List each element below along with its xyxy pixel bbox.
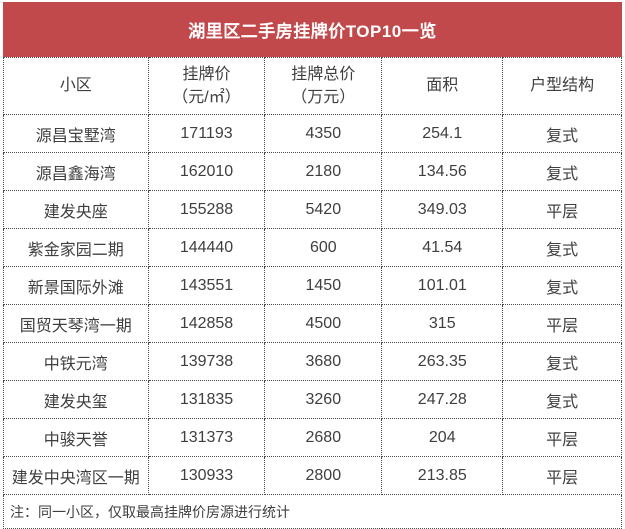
- cell-area: 349.03: [381, 190, 504, 229]
- listing-price-card: 湖里区二手房挂牌价TOP10一览 小区 挂牌价 （元/㎡） 挂牌总价: [3, 2, 622, 529]
- col-header-total-price: 挂牌总价 （万元）: [264, 57, 383, 115]
- cell-unit-price: 139738: [147, 342, 266, 381]
- cell-unit-price: 144440: [147, 228, 266, 267]
- table-row: 国贸天琴湾一期 142858 4500 315 平层: [3, 304, 622, 343]
- cell-area: 315: [381, 304, 504, 343]
- col-header-total-price-label: 挂牌总价: [291, 65, 356, 83]
- table-row: 建发央座 155288 5420 349.03 平层: [3, 190, 622, 229]
- table-row: 中骏天誉 131373 2680 204 平层: [3, 418, 622, 457]
- cell-area: 41.54: [381, 228, 504, 267]
- cell-layout: 平层: [502, 418, 622, 457]
- table-row: 紫金家园二期 144440 600 41.54 复式: [3, 228, 622, 267]
- col-header-community-label: 小区: [59, 77, 92, 95]
- cell-unit-price: 171193: [147, 114, 266, 153]
- table-title: 湖里区二手房挂牌价TOP10一览: [188, 22, 437, 41]
- cell-community: 源昌鑫海湾: [3, 152, 149, 191]
- cell-layout: 平层: [502, 304, 622, 343]
- cell-community: 国贸天琴湾一期: [3, 304, 149, 343]
- cell-community: 源昌宝墅湾: [3, 114, 149, 153]
- cell-unit-price: 142858: [147, 304, 266, 343]
- cell-community: 中骏天誉: [3, 418, 149, 457]
- cell-layout: 复式: [502, 266, 622, 305]
- cell-unit-price: 143551: [147, 266, 266, 305]
- cell-area: 247.28: [381, 380, 504, 419]
- cell-layout: 复式: [502, 380, 622, 419]
- col-header-unit-price-label: 挂牌价: [182, 65, 231, 83]
- cell-total-price: 2800: [264, 456, 383, 495]
- col-header-total-price-unit: （万元）: [291, 89, 356, 106]
- cell-total-price: 1450: [264, 266, 383, 305]
- cell-layout: 平层: [502, 456, 622, 495]
- col-header-community: 小区: [3, 57, 149, 115]
- cell-unit-price: 155288: [147, 190, 266, 229]
- cell-area: 204: [381, 418, 504, 457]
- table-row: 源昌宝墅湾 171193 4350 254.1 复式: [3, 114, 622, 153]
- cell-layout: 复式: [502, 152, 622, 191]
- header-row: 小区 挂牌价 （元/㎡） 挂牌总价 （万元） 面积 户型结构: [3, 57, 622, 115]
- cell-community: 新景国际外滩: [3, 266, 149, 305]
- cell-layout: 复式: [502, 228, 622, 267]
- price-table: 小区 挂牌价 （元/㎡） 挂牌总价 （万元） 面积 户型结构: [3, 57, 622, 529]
- table-row: 源昌鑫海湾 162010 2180 134.56 复式: [3, 152, 622, 191]
- cell-total-price: 2680: [264, 418, 383, 457]
- cell-area: 263.35: [381, 342, 504, 381]
- cell-area: 254.1: [381, 114, 504, 153]
- table-row: 新景国际外滩 143551 1450 101.01 复式: [3, 266, 622, 305]
- cell-layout: 复式: [502, 342, 622, 381]
- note-row: 注：同一小区，仅取最高挂牌价房源进行统计: [3, 494, 622, 529]
- cell-unit-price: 131835: [147, 380, 266, 419]
- table-title-bar: 湖里区二手房挂牌价TOP10一览: [3, 2, 622, 57]
- cell-total-price: 4500: [264, 304, 383, 343]
- cell-community: 建发中央湾区一期: [3, 456, 149, 495]
- table-row: 建发央玺 131835 3260 247.28 复式: [3, 380, 622, 419]
- cell-total-price: 3680: [264, 342, 383, 381]
- col-header-layout-label: 户型结构: [530, 77, 595, 95]
- cell-community: 建发央座: [3, 190, 149, 229]
- col-header-area-label: 面积: [426, 77, 459, 95]
- cell-unit-price: 130933: [147, 456, 266, 495]
- col-header-layout: 户型结构: [502, 57, 622, 115]
- cell-total-price: 600: [264, 228, 383, 267]
- col-header-area: 面积: [381, 57, 504, 115]
- cell-community: 紫金家园二期: [3, 228, 149, 267]
- cell-layout: 平层: [502, 190, 622, 229]
- cell-total-price: 4350: [264, 114, 383, 153]
- cell-layout: 复式: [502, 114, 622, 153]
- cell-unit-price: 131373: [147, 418, 266, 457]
- table-row: 中铁元湾 139738 3680 263.35 复式: [3, 342, 622, 381]
- cell-unit-price: 162010: [147, 152, 266, 191]
- cell-total-price: 3260: [264, 380, 383, 419]
- table-note: 注：同一小区，仅取最高挂牌价房源进行统计: [3, 494, 622, 529]
- cell-area: 134.56: [381, 152, 504, 191]
- cell-total-price: 2180: [264, 152, 383, 191]
- table-row: 建发中央湾区一期 130933 2800 213.85 平层: [3, 456, 622, 495]
- col-header-unit-price: 挂牌价 （元/㎡）: [147, 57, 266, 115]
- cell-area: 101.01: [381, 266, 504, 305]
- cell-community: 中铁元湾: [3, 342, 149, 381]
- cell-area: 213.85: [381, 456, 504, 495]
- col-header-unit-price-unit: （元/㎡）: [172, 89, 241, 106]
- cell-total-price: 5420: [264, 190, 383, 229]
- cell-community: 建发央玺: [3, 380, 149, 419]
